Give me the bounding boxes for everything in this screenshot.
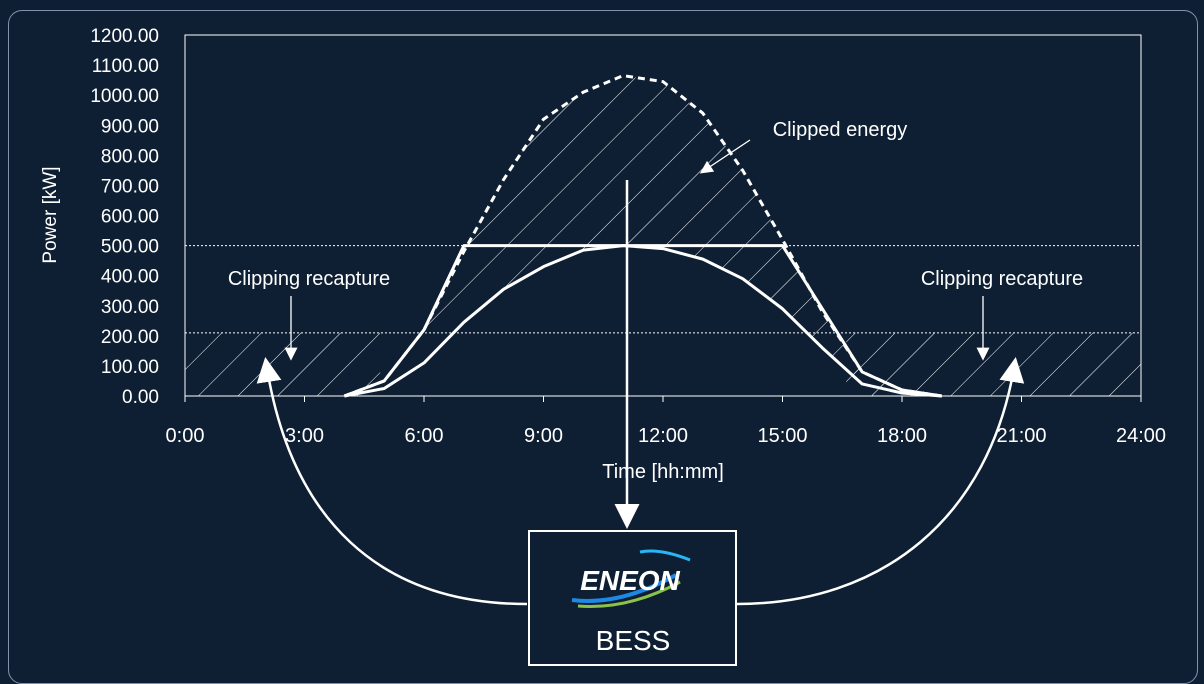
annotation-recapture-left: Clipping recapture: [228, 268, 390, 290]
x-tick-label: 12:00: [638, 425, 688, 447]
bess-label: BESS: [596, 625, 671, 656]
y-tick-label: 200.00: [101, 327, 159, 348]
y-axis-ticks: 0.00 100.00 200.00 300.00 400.00 500.00 600.00…: [90, 26, 159, 408]
y-tick-label: 100.00: [101, 357, 159, 378]
y-tick-label: 1100.00: [92, 56, 159, 77]
hatch-stored-band: [344, 245, 942, 396]
x-tick-label: 0:00: [166, 425, 205, 447]
annotation-clipped-energy: Clipped energy: [773, 119, 908, 141]
y-tick-label: 600.00: [101, 207, 159, 228]
y-tick-label: 900.00: [101, 116, 159, 137]
x-axis-label: Time [hh:mm]: [602, 461, 724, 483]
series-line-3: [344, 244, 942, 398]
x-tick-label: 21:00: [996, 425, 1046, 447]
y-tick-label: 1200.00: [90, 26, 159, 47]
hatch-recapture-right: [846, 332, 1141, 396]
y-tick-label: 500.00: [101, 237, 159, 258]
y-tick-label: 400.00: [101, 267, 159, 288]
x-tick-label: 24:00: [1116, 425, 1166, 447]
y-axis-label: Power [kW]: [40, 166, 61, 263]
hatched-areas: [185, 75, 1141, 396]
x-tick-label: 15:00: [757, 425, 807, 447]
x-axis-ticks: 0:00 3:00 6:00 9:00 12:00 15:00 18:00 21:00 24:0…: [166, 396, 1166, 447]
y-tick-label: 1000.00: [90, 86, 159, 107]
y-tick-label: 800.00: [101, 146, 159, 167]
x-tick-label: 3:00: [285, 425, 324, 447]
x-tick-label: 18:00: [877, 425, 927, 447]
y-tick-label: 300.00: [101, 297, 159, 318]
arc-arrow-right: [736, 357, 1025, 606]
y-tick-label: 0.00: [122, 387, 159, 408]
bess-box: ENEON BESS: [528, 530, 737, 666]
y-tick-label: 700.00: [101, 176, 159, 197]
eneon-logo-text: ENEON: [580, 565, 680, 596]
x-tick-label: 9:00: [524, 425, 563, 447]
hatch-clipped-energy: [459, 75, 787, 246]
annotation-arrow-clipped: [699, 139, 751, 174]
series-line-1: [343, 74, 943, 398]
hatch-recapture-left: [185, 332, 381, 396]
x-tick-label: 6:00: [405, 425, 444, 447]
annotation-recapture-right: Clipping recapture: [921, 268, 1083, 290]
arc-arrow-left: [256, 357, 528, 606]
series-lines: [343, 74, 943, 398]
eneon-logo: ENEON: [571, 549, 691, 608]
series-line-2: [343, 244, 943, 398]
